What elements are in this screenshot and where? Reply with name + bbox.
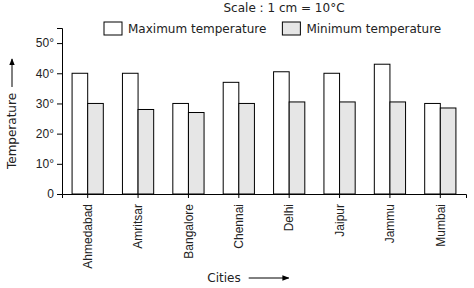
bar	[88, 103, 104, 194]
y-tick-mark	[57, 134, 62, 135]
plot: 0 10° 20° 30° 40° 50° Ahmedabad Amritsar Bangalo…	[36, 29, 467, 269]
x-tick-mark	[238, 194, 239, 198]
bar	[440, 108, 456, 194]
x-tick-mark	[188, 194, 189, 198]
legend-label: Minimum temperature	[306, 22, 441, 36]
x-tick-mark	[440, 194, 441, 198]
x-tick: Jaipur	[333, 194, 347, 237]
legend-swatch	[104, 22, 122, 35]
x-tick: Amritsar	[131, 194, 145, 249]
x-tick: Jammu	[383, 194, 397, 243]
x-tick-label: Mumbai	[434, 204, 448, 247]
x-tick-label: Ahmedabad	[81, 204, 95, 269]
bar	[122, 73, 138, 194]
y-tick-mark	[57, 164, 62, 165]
bar	[188, 113, 204, 194]
legend-item: Maximum temperature	[104, 22, 266, 36]
x-tick-mark	[389, 194, 390, 198]
y-tick-mark	[57, 43, 62, 44]
x-tick: Mumbai	[434, 194, 448, 247]
bar	[289, 102, 305, 194]
x-tick-label: Jaipur	[333, 204, 347, 237]
bar	[173, 103, 189, 194]
x-tick-label: Jammu	[383, 204, 397, 243]
y-tick: 0	[47, 187, 62, 201]
bar	[390, 102, 406, 194]
x-tick-mark	[138, 194, 139, 198]
x-tick-label: Chennai	[232, 204, 246, 249]
x-tick: Chennai	[232, 194, 246, 249]
bar	[374, 64, 390, 194]
y-tick: 50°	[36, 36, 62, 50]
y-tick-label: 0	[47, 187, 54, 201]
y-axis: 0 10° 20° 30° 40° 50°	[36, 29, 63, 202]
x-tick: Ahmedabad	[81, 194, 95, 269]
x-axis: Ahmedabad Amritsar Bangalore Chennai Delhi Ja…	[63, 194, 467, 269]
bar	[274, 72, 290, 194]
y-tick: 40°	[36, 67, 62, 81]
y-axis-title: Temperature	[5, 93, 19, 170]
y-tick-label: 10°	[36, 157, 54, 171]
y-tick-mark	[57, 103, 62, 104]
legend-item: Minimum temperature	[282, 22, 441, 36]
x-axis-line	[63, 195, 467, 199]
y-tick: 10°	[36, 157, 62, 171]
y-tick-label: 20°	[36, 127, 54, 141]
chart: 0 10° 20° 30° 40° 50° Ahmedabad Amritsar Bangalo…	[0, 0, 474, 288]
y-axis-line	[57, 29, 63, 195]
y-tick-label: 30°	[36, 97, 54, 111]
bar	[239, 103, 255, 194]
y-tick-label: 50°	[36, 36, 54, 50]
bar	[138, 109, 154, 194]
x-tick: Bangalore	[182, 194, 196, 259]
x-axis-arrow	[249, 278, 289, 279]
bar	[223, 82, 239, 194]
x-tick: Delhi	[282, 194, 296, 231]
y-tick: 30°	[36, 97, 62, 111]
x-tick-mark	[339, 194, 340, 198]
y-axis-arrow	[12, 59, 13, 87]
x-tick-label: Delhi	[282, 204, 296, 231]
y-tick-mark	[57, 194, 62, 195]
title: Scale : 1 cm = 10°C	[223, 1, 344, 15]
y-tick-label: 40°	[36, 67, 54, 81]
x-axis-title: Cities	[207, 271, 240, 285]
bar	[425, 103, 441, 194]
x-tick-mark	[87, 194, 88, 198]
bar	[324, 73, 340, 194]
legend-swatch	[282, 22, 300, 35]
y-tick-mark	[57, 73, 62, 74]
x-tick-label: Amritsar	[131, 204, 145, 249]
x-tick-mark	[289, 194, 290, 198]
y-tick: 20°	[36, 127, 62, 141]
legend: Maximum temperature Minimum temperature	[104, 22, 441, 36]
x-tick-label: Bangalore	[182, 204, 196, 259]
bar	[72, 73, 88, 194]
legend-label: Maximum temperature	[128, 22, 266, 36]
bar	[340, 102, 356, 194]
bars	[72, 64, 456, 194]
